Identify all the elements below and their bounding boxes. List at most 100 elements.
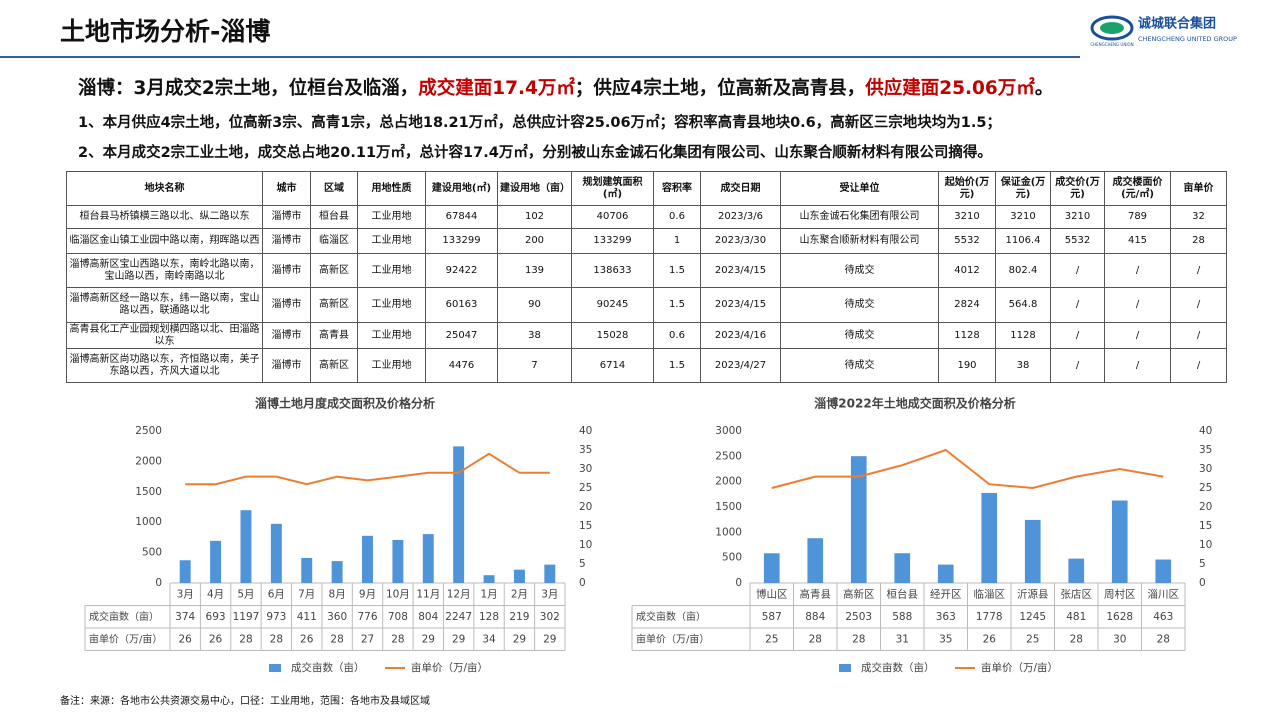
table-value: 2503 [845,611,872,623]
table-value: 34 [482,633,496,645]
y2-tick-label: 40 [579,425,592,437]
table-value: 28 [809,633,822,645]
table-value: 463 [1153,611,1173,623]
table-cell: 工业用地 [357,348,426,383]
summary-point: 2、本月成交2宗工业土地，成交总占地20.11万㎡，总计容17.4万㎡，分别被山… [78,145,992,161]
y2-tick-label: 40 [1199,425,1212,437]
table-cell: 133299 [425,228,498,254]
y2-tick-label: 35 [579,444,592,456]
table-value: 27 [361,633,374,645]
table-cell: 7 [497,348,572,383]
table-value: 25 [765,633,778,645]
table-cell: / [1104,253,1171,288]
table-cell: 15028 [571,322,654,349]
table-cell: 0.6 [653,205,701,229]
x-tick-label: 10月 [386,588,410,600]
table-cell: 90245 [571,287,654,323]
table-cell: 城市 [262,171,311,206]
bar [392,539,404,583]
legend-label: 亩单价（万/亩） [411,661,488,674]
y2-tick-label: 10 [1199,539,1212,551]
table-cell: 2023/3/30 [700,228,781,254]
bar [763,553,780,583]
x-tick-label: 经开区 [930,587,962,600]
table-value: 973 [266,611,286,623]
table-value: 363 [936,611,956,623]
y2-tick-label: 0 [1199,577,1206,589]
table-value: 29 [513,633,526,645]
table-row: 桓台县马桥镇横三路以北、纵二路以东 淄博市 桓台县 工业用地 67844 102 40706… [66,205,1227,229]
table-value: 31 [896,633,909,645]
table-value: 28 [239,633,252,645]
y2-tick-label: 20 [579,501,592,513]
table-cell: 5532 [1050,228,1105,254]
logo-name: 诚城联合集团 [1138,16,1216,32]
table-value: 25 [1026,633,1039,645]
table-cell: 102 [497,205,572,229]
headline-highlight: 供应建面25.06万㎡ [865,78,1035,99]
table-cell: 92422 [425,253,498,288]
bar [301,558,313,583]
logo-ring [1090,15,1134,41]
table-value: 219 [509,611,529,623]
title-rule [0,56,1080,58]
table-value: 26 [983,633,997,645]
headline-text: 。 [1034,78,1054,99]
headline-text: 淄博：3月成交2宗土地，位桓台及临淄， [78,78,419,99]
headline: 淄博：3月成交2宗土地，位桓台及临淄，成交建面17.4万㎡；供应4宗土地，位高新… [78,74,1053,100]
y2-tick-label: 5 [579,558,586,570]
y-tick-label: 0 [735,577,742,589]
table-value: 128 [479,611,499,623]
table-cell: 6714 [571,348,654,383]
table-cell: 3210 [938,205,996,229]
table-cell: 2023/4/15 [700,287,781,323]
table-cell: / [1050,322,1105,349]
y-tick-label: 1500 [135,486,162,498]
bar [513,569,525,583]
table-cell: 待成交 [780,348,939,383]
legend-label: 成交亩数（亩） [861,661,935,674]
table-cell: 38 [497,322,572,349]
x-tick-label: 高青县 [800,587,832,600]
bar [240,510,252,583]
x-tick-label: 4月 [207,588,224,600]
y-tick-label: 3000 [715,425,742,437]
table-cell: 容积率 [653,171,701,206]
table-value: 28 [391,633,404,645]
logo-ring-text: CHENGCHENG UNION [1090,42,1133,47]
table-cell: / [1050,287,1105,323]
table-cell: 淄博高新区宝山西路以东，南岭北路以南，宝山路以西，南岭南路以北 [66,253,263,288]
bar [453,446,465,583]
bar [362,535,373,583]
y2-tick-label: 30 [579,463,592,475]
table-value: 26 [300,633,314,645]
table-value: 588 [892,611,912,623]
headline-text: ；供应4宗土地，位高新及高青县， [574,78,866,99]
table-row: 淄博高新区经一路以东，纬一路以南，宝山路以西，联通路以北 淄博市 高新区 工业用地 60… [66,287,1227,323]
table-value: 29 [422,633,435,645]
x-tick-label: 周村区 [1104,587,1136,600]
y-tick-label: 2500 [135,425,162,437]
x-tick-label: 桓台县 [887,587,919,600]
table-cell: 临淄区金山镇工业园中路以南，翔晖路以西 [66,228,263,254]
y-tick-label: 1500 [715,501,742,513]
x-tick-label: 12月 [447,588,471,600]
table-row-label: 成交亩数（亩） [636,610,706,623]
bar [331,561,343,583]
table-value: 28 [1157,633,1170,645]
table-row: 地块名称 城市 区域 用地性质 建设用地(㎡) 建设用地（亩） 规划建筑面积(㎡) 容积率 成交… [66,171,1227,206]
table-cell: 802.4 [995,253,1051,288]
y2-tick-label: 35 [1199,444,1212,456]
table-cell: 临淄区 [310,228,358,254]
x-tick-label: 1月 [480,588,497,600]
table-value: 28 [270,633,283,645]
chart-title: 淄博2022年土地成交面积及价格分析 [814,396,1015,411]
bar [1155,559,1172,583]
table-value: 1245 [1019,611,1046,623]
table-value: 29 [543,633,556,645]
table-cell: 建设用地(㎡) [425,171,498,206]
bar [1111,500,1128,583]
table-cell: 淄博市 [262,228,311,254]
table-cell: 建设用地（亩） [497,171,572,206]
